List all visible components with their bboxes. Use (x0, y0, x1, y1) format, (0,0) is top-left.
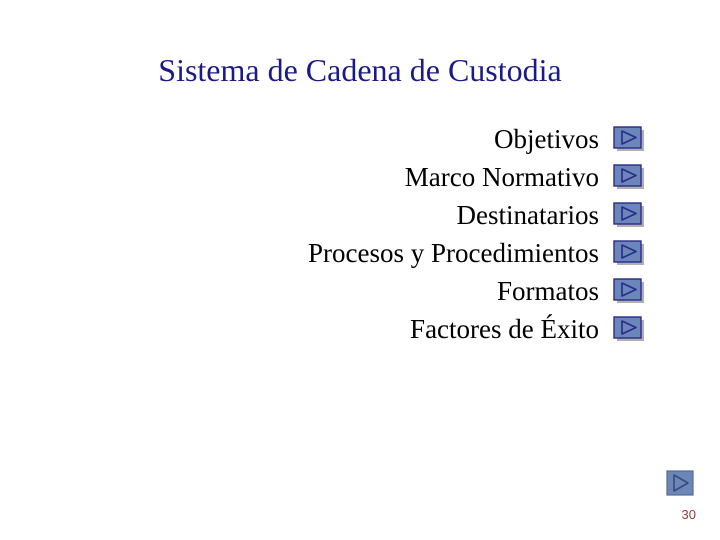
page-title: Sistema de Cadena de Custodia (0, 52, 720, 89)
menu-item-label: Objetivos (494, 124, 599, 155)
play-button[interactable] (613, 316, 645, 342)
page-number: 30 (682, 507, 696, 522)
menu-item: Procesos y Procedimientos (0, 234, 645, 272)
menu-item: Destinatarios (0, 196, 645, 234)
play-button[interactable] (613, 278, 645, 304)
menu-item-label: Procesos y Procedimientos (308, 238, 599, 269)
play-button[interactable] (613, 126, 645, 152)
menu-item-label: Marco Normativo (405, 162, 599, 193)
play-button[interactable] (613, 202, 645, 228)
menu-list: Objetivos Marco Normativo Destinatarios (0, 120, 645, 348)
play-button[interactable] (613, 164, 645, 190)
menu-item: Formatos (0, 272, 645, 310)
menu-item: Factores de Éxito (0, 310, 645, 348)
menu-item: Marco Normativo (0, 158, 645, 196)
menu-item-label: Formatos (497, 276, 599, 307)
menu-item-label: Factores de Éxito (410, 314, 599, 345)
play-button[interactable] (613, 240, 645, 266)
next-slide-button[interactable] (666, 470, 696, 498)
menu-item-label: Destinatarios (457, 200, 599, 231)
menu-item: Objetivos (0, 120, 645, 158)
